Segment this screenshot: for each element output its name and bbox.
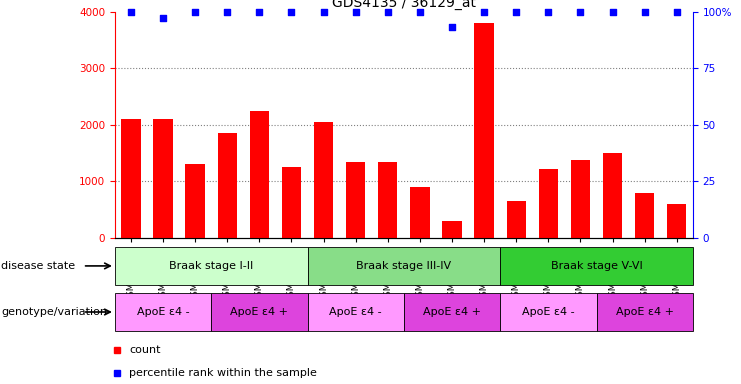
- Bar: [500, 293, 597, 331]
- Bar: [571, 160, 590, 238]
- Point: [511, 8, 522, 15]
- Point: [478, 8, 490, 15]
- Text: ApoE ε4 +: ApoE ε4 +: [230, 307, 288, 317]
- Bar: [667, 204, 686, 238]
- Text: Braak stage III-IV: Braak stage III-IV: [356, 261, 451, 271]
- Text: genotype/variation: genotype/variation: [1, 307, 107, 317]
- Bar: [411, 187, 430, 238]
- Bar: [250, 111, 269, 238]
- Text: Braak stage I-II: Braak stage I-II: [169, 261, 253, 271]
- Bar: [308, 247, 500, 285]
- Bar: [115, 293, 211, 331]
- Bar: [153, 119, 173, 238]
- Point: [189, 8, 201, 15]
- Point: [318, 8, 330, 15]
- Point: [607, 8, 619, 15]
- Point: [542, 8, 554, 15]
- Text: percentile rank within the sample: percentile rank within the sample: [129, 367, 317, 377]
- Text: disease state: disease state: [1, 261, 76, 271]
- Bar: [115, 247, 308, 285]
- Point: [382, 8, 393, 15]
- Point: [157, 15, 169, 22]
- Bar: [442, 221, 462, 238]
- Bar: [122, 119, 141, 238]
- Bar: [218, 133, 237, 238]
- Point: [574, 8, 586, 15]
- Bar: [474, 23, 494, 238]
- Text: ApoE ε4 -: ApoE ε4 -: [329, 307, 382, 317]
- Text: ApoE ε4 -: ApoE ε4 -: [522, 307, 575, 317]
- Point: [446, 24, 458, 30]
- Text: ApoE ε4 -: ApoE ε4 -: [136, 307, 190, 317]
- Bar: [635, 193, 654, 238]
- Text: ApoE ε4 +: ApoE ε4 +: [423, 307, 481, 317]
- Point: [671, 8, 682, 15]
- Bar: [346, 162, 365, 238]
- Point: [253, 8, 265, 15]
- Point: [639, 8, 651, 15]
- Text: Braak stage V-VI: Braak stage V-VI: [551, 261, 642, 271]
- Text: ApoE ε4 +: ApoE ε4 +: [616, 307, 674, 317]
- Bar: [507, 201, 526, 238]
- Bar: [404, 293, 500, 331]
- Point: [222, 8, 233, 15]
- Bar: [211, 293, 308, 331]
- Text: count: count: [129, 345, 161, 355]
- Bar: [500, 247, 693, 285]
- Point: [125, 8, 137, 15]
- Bar: [603, 153, 622, 238]
- Bar: [314, 122, 333, 238]
- Bar: [282, 167, 301, 238]
- Bar: [597, 293, 693, 331]
- Bar: [185, 164, 205, 238]
- Bar: [539, 169, 558, 238]
- Point: [285, 8, 297, 15]
- Point: [414, 8, 426, 15]
- Bar: [378, 162, 397, 238]
- Title: GDS4135 / 36129_at: GDS4135 / 36129_at: [332, 0, 476, 10]
- Bar: [308, 293, 404, 331]
- Point: [350, 8, 362, 15]
